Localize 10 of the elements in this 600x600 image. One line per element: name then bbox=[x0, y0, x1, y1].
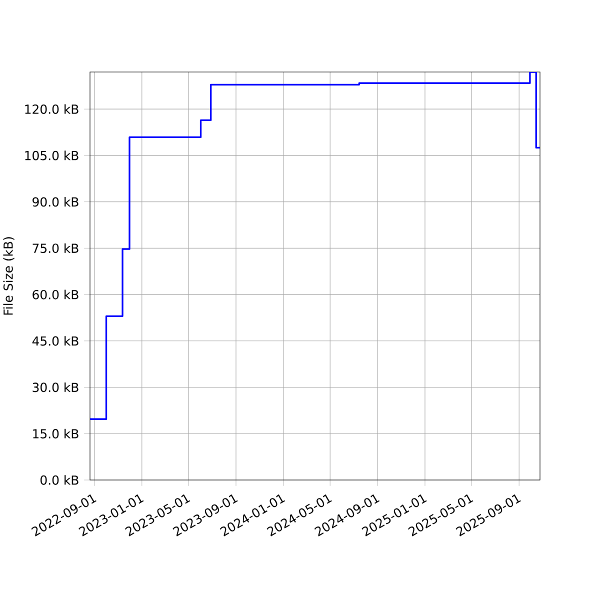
y-tick-label: 30.0 kB bbox=[32, 382, 78, 392]
y-tick-label: 0.0 kB bbox=[40, 475, 78, 485]
y-axis-title: File Size (kB) bbox=[3, 237, 14, 315]
y-tick-label: 105.0 kB bbox=[25, 150, 78, 160]
y-tick-label: 60.0 kB bbox=[32, 290, 78, 300]
y-tick-label: 45.0 kB bbox=[32, 336, 78, 346]
y-tick-label: 15.0 kB bbox=[33, 428, 78, 438]
y-tick-label: 120.0 kB bbox=[25, 104, 78, 114]
y-tick-label: 75.0 kB bbox=[32, 243, 78, 253]
y-tick-label: 90.0 kB bbox=[32, 196, 78, 207]
